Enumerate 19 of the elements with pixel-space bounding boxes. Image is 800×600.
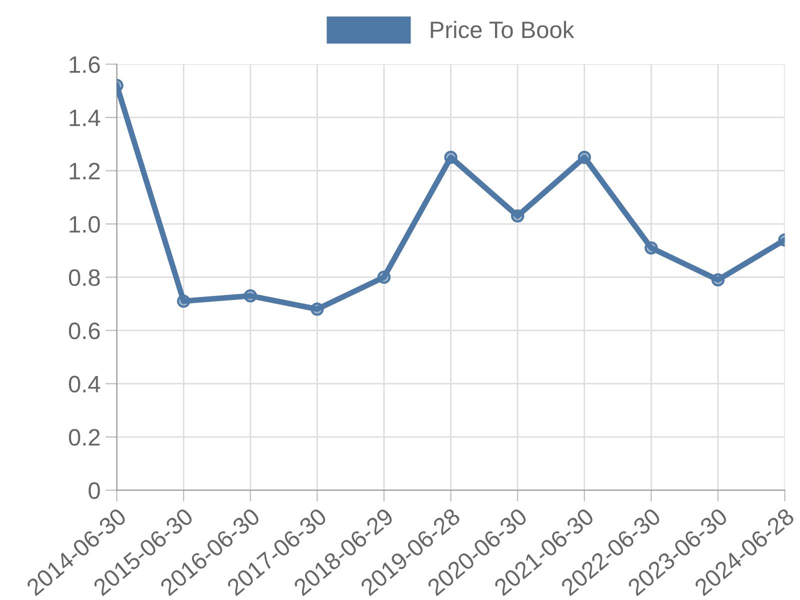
point <box>377 270 391 284</box>
point <box>711 273 725 286</box>
point <box>177 294 190 308</box>
point <box>444 150 458 164</box>
y-tick-label: 0.2 <box>68 429 100 446</box>
point <box>578 150 591 164</box>
y-tick-label: 0.6 <box>68 322 100 340</box>
y-tick-label: 0.4 <box>68 376 100 392</box>
y-tick-label: 0 <box>88 482 100 499</box>
y-tick-label: 0.8 <box>68 269 100 286</box>
y-tick-label: 1.4 <box>70 110 100 126</box>
y-tick-label: 1.6 <box>70 56 100 73</box>
point <box>310 302 324 316</box>
legend-label: Price To Book <box>430 20 574 38</box>
point <box>511 209 524 223</box>
y-tick-label: 1.0 <box>70 216 100 233</box>
point <box>644 241 658 255</box>
y-tick-label: 1.2 <box>70 162 100 180</box>
point <box>244 289 257 302</box>
